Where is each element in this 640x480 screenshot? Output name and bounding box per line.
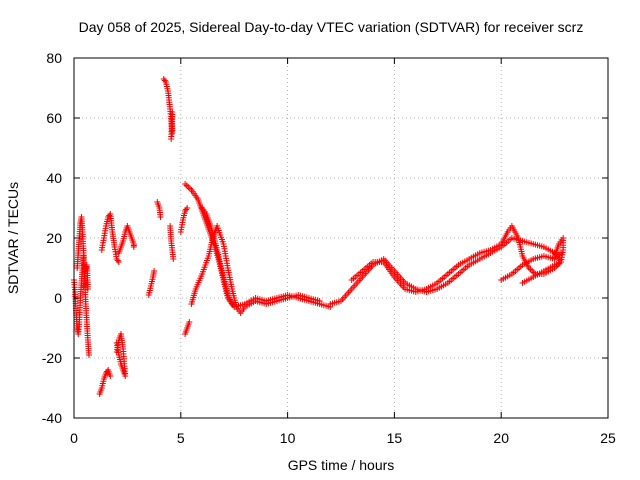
data-point bbox=[115, 259, 122, 265]
y-tick-label: 0 bbox=[54, 290, 62, 306]
data-point bbox=[113, 349, 120, 355]
data-point bbox=[107, 373, 114, 379]
data-point bbox=[186, 319, 193, 325]
x-tick-label: 20 bbox=[493, 430, 509, 446]
series-arc-m bbox=[177, 205, 191, 235]
x-axis-label: GPS time / hours bbox=[288, 457, 395, 473]
data-marks bbox=[71, 76, 567, 397]
x-tick-label: 15 bbox=[387, 430, 403, 446]
series-arc-s bbox=[498, 250, 565, 283]
data-point bbox=[184, 205, 191, 211]
series-arc-c bbox=[80, 262, 91, 292]
series-arc-i bbox=[154, 199, 164, 220]
series-arc-g bbox=[115, 223, 137, 256]
data-point bbox=[151, 268, 158, 274]
y-tick-label: 20 bbox=[46, 230, 62, 246]
series-arc-d bbox=[96, 367, 114, 397]
data-point bbox=[157, 214, 164, 220]
series-arc-r bbox=[348, 223, 565, 295]
x-tick-labels: 0 5 10 15 20 25 bbox=[70, 430, 616, 446]
series-arc-p bbox=[199, 205, 236, 307]
y-tick-label: -40 bbox=[42, 410, 62, 426]
y-tick-labels: -40 -20 0 20 40 60 80 bbox=[42, 50, 62, 426]
data-point bbox=[229, 301, 236, 307]
data-point bbox=[168, 136, 175, 142]
data-point bbox=[84, 286, 91, 292]
chart-title: Day 058 of 2025, Sidereal Day-to-day VTE… bbox=[79, 19, 584, 35]
series-arc-o bbox=[188, 223, 323, 316]
x-tick-label: 10 bbox=[280, 430, 296, 446]
data-point bbox=[85, 352, 92, 358]
data-point bbox=[130, 244, 137, 250]
data-point bbox=[551, 253, 558, 259]
y-axis-label: SDTVAR / TECUs bbox=[5, 182, 21, 294]
data-point bbox=[316, 298, 323, 304]
y-tick-label: 40 bbox=[46, 170, 62, 186]
y-tick-label: 60 bbox=[46, 110, 62, 126]
series-arc-l bbox=[182, 319, 193, 337]
series-arc-e bbox=[98, 211, 122, 265]
series-arc-n bbox=[182, 181, 334, 310]
x-tick-label: 25 bbox=[600, 430, 616, 446]
data-point bbox=[114, 257, 121, 264]
series-arc-t bbox=[519, 235, 567, 286]
axis-ticks bbox=[73, 57, 609, 419]
y-tick-label: -20 bbox=[42, 350, 62, 366]
y-tick-label: 80 bbox=[46, 50, 62, 66]
x-tick-label: 0 bbox=[70, 430, 78, 446]
grid bbox=[74, 58, 608, 418]
series-arc-k bbox=[167, 223, 177, 262]
series-arc-h bbox=[145, 268, 158, 298]
x-tick-label: 5 bbox=[177, 430, 185, 446]
data-point bbox=[170, 256, 177, 262]
series-arc-j bbox=[160, 76, 176, 142]
series-arc-f bbox=[113, 331, 129, 379]
